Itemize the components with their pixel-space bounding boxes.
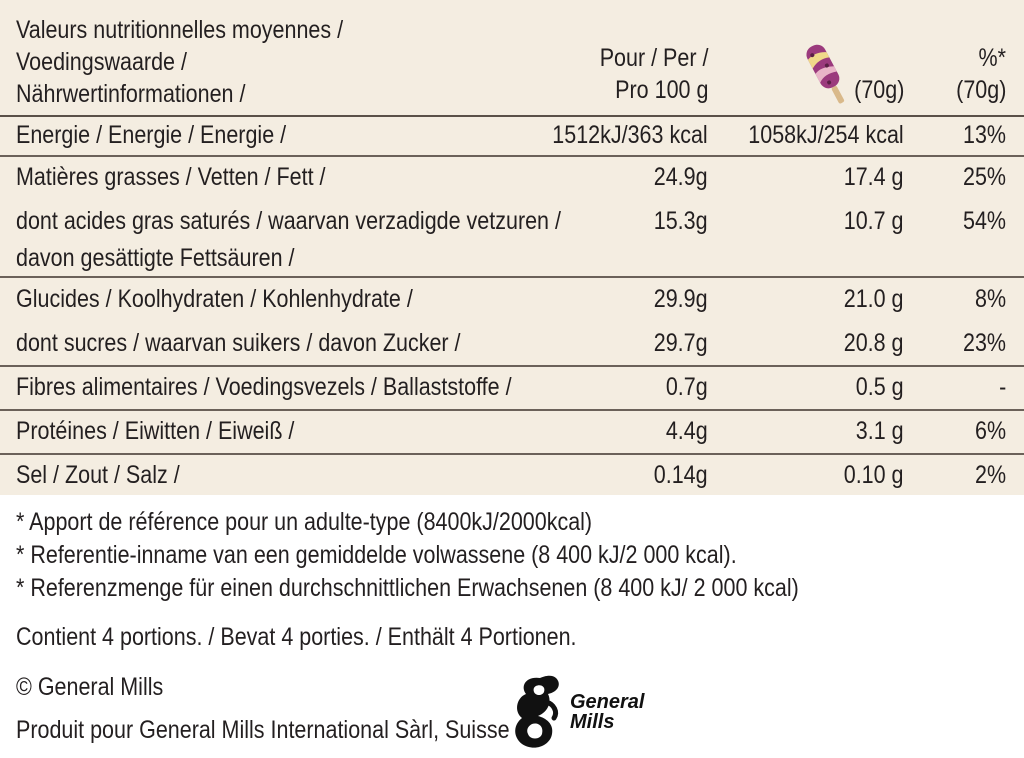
- table-row-fat: Matières grasses / Vetten / Fett / 24.9g…: [0, 159, 1024, 196]
- row-divider: [0, 409, 1024, 411]
- value-per-100g: 29.9g: [654, 285, 708, 313]
- value-per-portion: 0.5 g: [856, 373, 904, 401]
- column-header-per-100g: Pour / Per / Pro 100 g: [582, 42, 708, 106]
- table-row-energy: Energie / Energie / Energie / 1512kJ/363…: [0, 117, 1024, 155]
- value-per-portion: 0.10 g: [844, 461, 904, 489]
- value-percent: 23%: [962, 329, 1006, 357]
- value-percent: 6%: [974, 417, 1006, 445]
- logo-text-general: General: [570, 691, 645, 713]
- row-label: Energie / Energie / Energie /: [16, 121, 287, 149]
- title-line-fr: Valeurs nutritionnelles moyennes /: [16, 16, 344, 44]
- value-per-portion: 10.7 g: [844, 207, 904, 235]
- logo-text-mills: Mills: [570, 711, 615, 733]
- row-label: Fibres alimentaires / Voedingsvezels / B…: [16, 373, 512, 401]
- row-label: Sel / Zout / Salz /: [16, 461, 180, 489]
- col-per100-line-2: Pro 100 g: [614, 76, 708, 104]
- ice-cream-bar-icon: [806, 44, 845, 104]
- row-label: Glucides / Koolhydraten / Kohlenhydrate …: [16, 285, 413, 313]
- column-header-portion: (70g): [846, 74, 904, 106]
- value-per-100g: 29.7g: [654, 329, 708, 357]
- col-pct-line-1: %*: [978, 44, 1006, 72]
- value-per-portion: 1058kJ/254 kcal: [748, 121, 904, 149]
- value-per-portion: 20.8 g: [844, 329, 904, 357]
- row-label: Matières grasses / Vetten / Fett /: [16, 163, 326, 191]
- col-pct-line-2: (70g): [955, 76, 1006, 104]
- footnote-de: * Referenzmenge für einen durchschnittli…: [16, 574, 799, 602]
- value-percent: 8%: [974, 285, 1006, 313]
- row-label-line-2: davon gesättigte Fettsäuren /: [16, 244, 295, 272]
- value-per-portion: 3.1 g: [856, 417, 904, 445]
- row-label: Protéines / Eiwitten / Eiweiß /: [16, 417, 295, 445]
- row-divider: [0, 365, 1024, 367]
- row-label: dont acides gras saturés / waarvan verza…: [16, 207, 561, 235]
- table-row-sugars: dont sucres / waarvan suikers / davon Zu…: [0, 325, 1024, 362]
- value-percent: 13%: [962, 121, 1006, 149]
- general-mills-logo: General Mills: [506, 672, 656, 752]
- col-portion-label: (70g): [853, 76, 904, 104]
- value-per-100g: 15.3g: [654, 207, 708, 235]
- general-mills-g-logo-icon: [515, 675, 559, 748]
- value-percent: 2%: [974, 461, 1006, 489]
- col-per100-line-1: Pour / Per /: [599, 44, 708, 72]
- copyright-text: © General Mills: [16, 673, 164, 701]
- table-title: Valeurs nutritionnelles moyennes / Voedi…: [16, 14, 396, 110]
- value-percent: 25%: [962, 163, 1006, 191]
- nutrition-table-panel: [0, 0, 1024, 495]
- row-label: dont sucres / waarvan suikers / davon Zu…: [16, 329, 461, 357]
- value-per-100g: 0.14g: [654, 461, 708, 489]
- value-per-100g: 1512kJ/363 kcal: [552, 121, 708, 149]
- row-divider: [0, 276, 1024, 278]
- value-per-100g: 0.7g: [666, 373, 708, 401]
- value-per-100g: 24.9g: [654, 163, 708, 191]
- row-divider: [0, 453, 1024, 455]
- title-line-nl: Voedingswaarde /: [16, 48, 187, 76]
- table-row-fibre: Fibres alimentaires / Voedingsvezels / B…: [0, 369, 1024, 406]
- value-percent: -: [998, 373, 1006, 401]
- table-row-protein: Protéines / Eiwitten / Eiweiß / 4.4g 3.1…: [0, 413, 1024, 450]
- column-header-percent: %* (70g): [948, 42, 1006, 106]
- title-line-de: Nährwertinformationen /: [16, 80, 246, 108]
- footnote-fr: * Apport de référence pour un adulte-typ…: [16, 508, 593, 536]
- table-row-saturated-fat: dont acides gras saturés / waarvan verza…: [0, 203, 1024, 275]
- value-per-100g: 4.4g: [666, 417, 708, 445]
- value-percent: 54%: [962, 207, 1006, 235]
- value-per-portion: 17.4 g: [844, 163, 904, 191]
- footnote-nl: * Referentie-inname van een gemiddelde v…: [16, 541, 737, 569]
- table-row-carbohydrates: Glucides / Koolhydraten / Kohlenhydrate …: [0, 281, 1024, 318]
- producer-text: Produit pour General Mills International…: [16, 716, 510, 744]
- portions-note: Contient 4 portions. / Bevat 4 porties. …: [16, 623, 577, 651]
- row-divider: [0, 155, 1024, 157]
- table-header: Valeurs nutritionnelles moyennes / Voedi…: [0, 0, 1024, 117]
- value-per-portion: 21.0 g: [844, 285, 904, 313]
- table-row-salt: Sel / Zout / Salz / 0.14g 0.10 g 2%: [0, 457, 1024, 494]
